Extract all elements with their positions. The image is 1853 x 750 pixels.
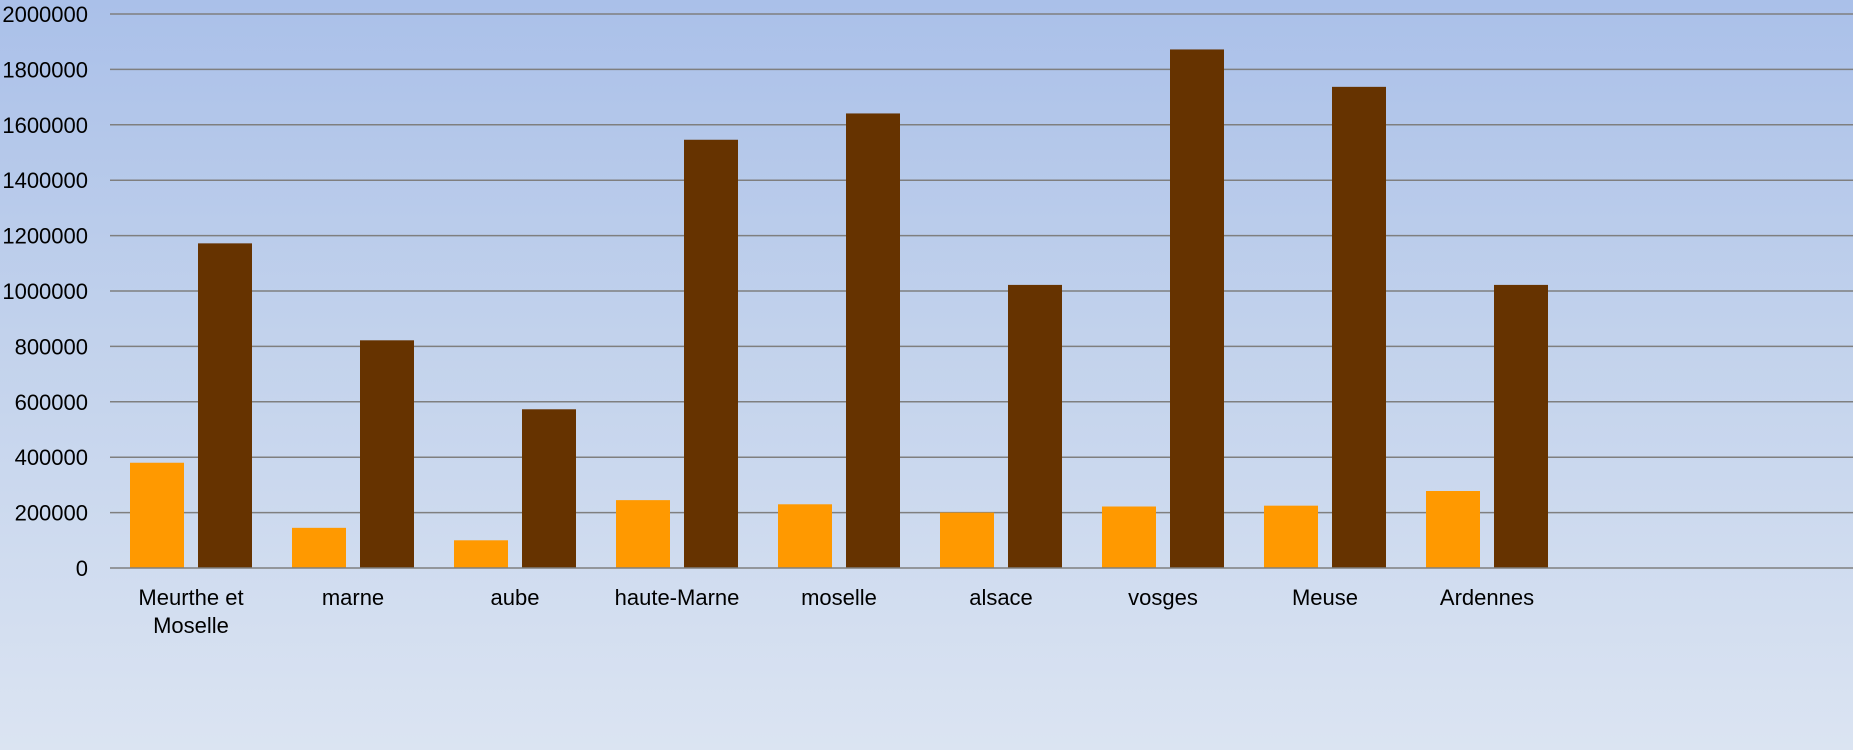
y-axis-ticks: 0 200000 400000 600000 800000 1000000 1200000 1… — [2, 2, 88, 581]
x-tick-label-line: Meurthe et — [138, 585, 243, 610]
bar-series-2 — [360, 340, 414, 568]
bar-series-1 — [1102, 506, 1156, 568]
bar-series-2 — [846, 113, 900, 569]
bar-series-2 — [198, 243, 252, 568]
x-axis-ticks: Meurthe et Moselle marne aube haute-Marne mos… — [138, 585, 1534, 638]
bar-series-1 — [778, 504, 832, 568]
x-tick-label-line: vosges — [1128, 585, 1198, 610]
y-tick-label: 1000000 — [2, 279, 88, 304]
y-tick-label: 1400000 — [2, 168, 88, 193]
y-tick-label: 800000 — [15, 334, 88, 359]
y-tick-label: 1200000 — [2, 224, 88, 249]
x-tick-label-line: Moselle — [153, 613, 229, 638]
x-tick-label-line: aube — [491, 585, 540, 610]
x-tick-label: moselle — [801, 585, 877, 610]
x-tick-label: alsace — [969, 585, 1033, 610]
bar-series-1 — [292, 527, 346, 568]
bar-series-1 — [130, 462, 184, 568]
y-tick-label: 1600000 — [2, 113, 88, 138]
bar-series-1 — [1264, 505, 1318, 568]
x-tick-label: Meuse — [1292, 585, 1358, 610]
x-tick-label: haute-Marne — [615, 585, 740, 610]
y-tick-label: 2000000 — [2, 2, 88, 27]
y-tick-label: 1800000 — [2, 57, 88, 82]
bar-series-1 — [940, 512, 994, 568]
y-tick-label: 0 — [76, 556, 88, 581]
x-tick-label-line: alsace — [969, 585, 1033, 610]
x-tick-label-line: marne — [322, 585, 384, 610]
y-tick-label: 200000 — [15, 501, 88, 526]
x-tick-label-line: haute-Marne — [615, 585, 740, 610]
bar-series-2 — [1170, 49, 1224, 569]
x-tick-label: marne — [322, 585, 384, 610]
bar-series-1 — [454, 540, 508, 568]
bar-series-1 — [1426, 490, 1480, 568]
bar-series-2 — [1494, 284, 1548, 568]
x-tick-label-line: moselle — [801, 585, 877, 610]
x-tick-label-line: Ardennes — [1440, 585, 1534, 610]
x-tick-label: vosges — [1128, 585, 1198, 610]
x-tick-label: Meurthe et Moselle — [138, 585, 243, 638]
bar-series-2 — [1008, 284, 1062, 568]
bar-series-2 — [684, 139, 738, 568]
bar-series-1 — [616, 500, 670, 568]
bars — [130, 49, 1548, 569]
x-tick-label-line: Meuse — [1292, 585, 1358, 610]
bar-series-2 — [1332, 86, 1386, 568]
y-tick-label: 600000 — [15, 390, 88, 415]
x-tick-label: aube — [491, 585, 540, 610]
x-tick-label: Ardennes — [1440, 585, 1534, 610]
bar-series-2 — [522, 409, 576, 568]
y-tick-label: 400000 — [15, 445, 88, 470]
